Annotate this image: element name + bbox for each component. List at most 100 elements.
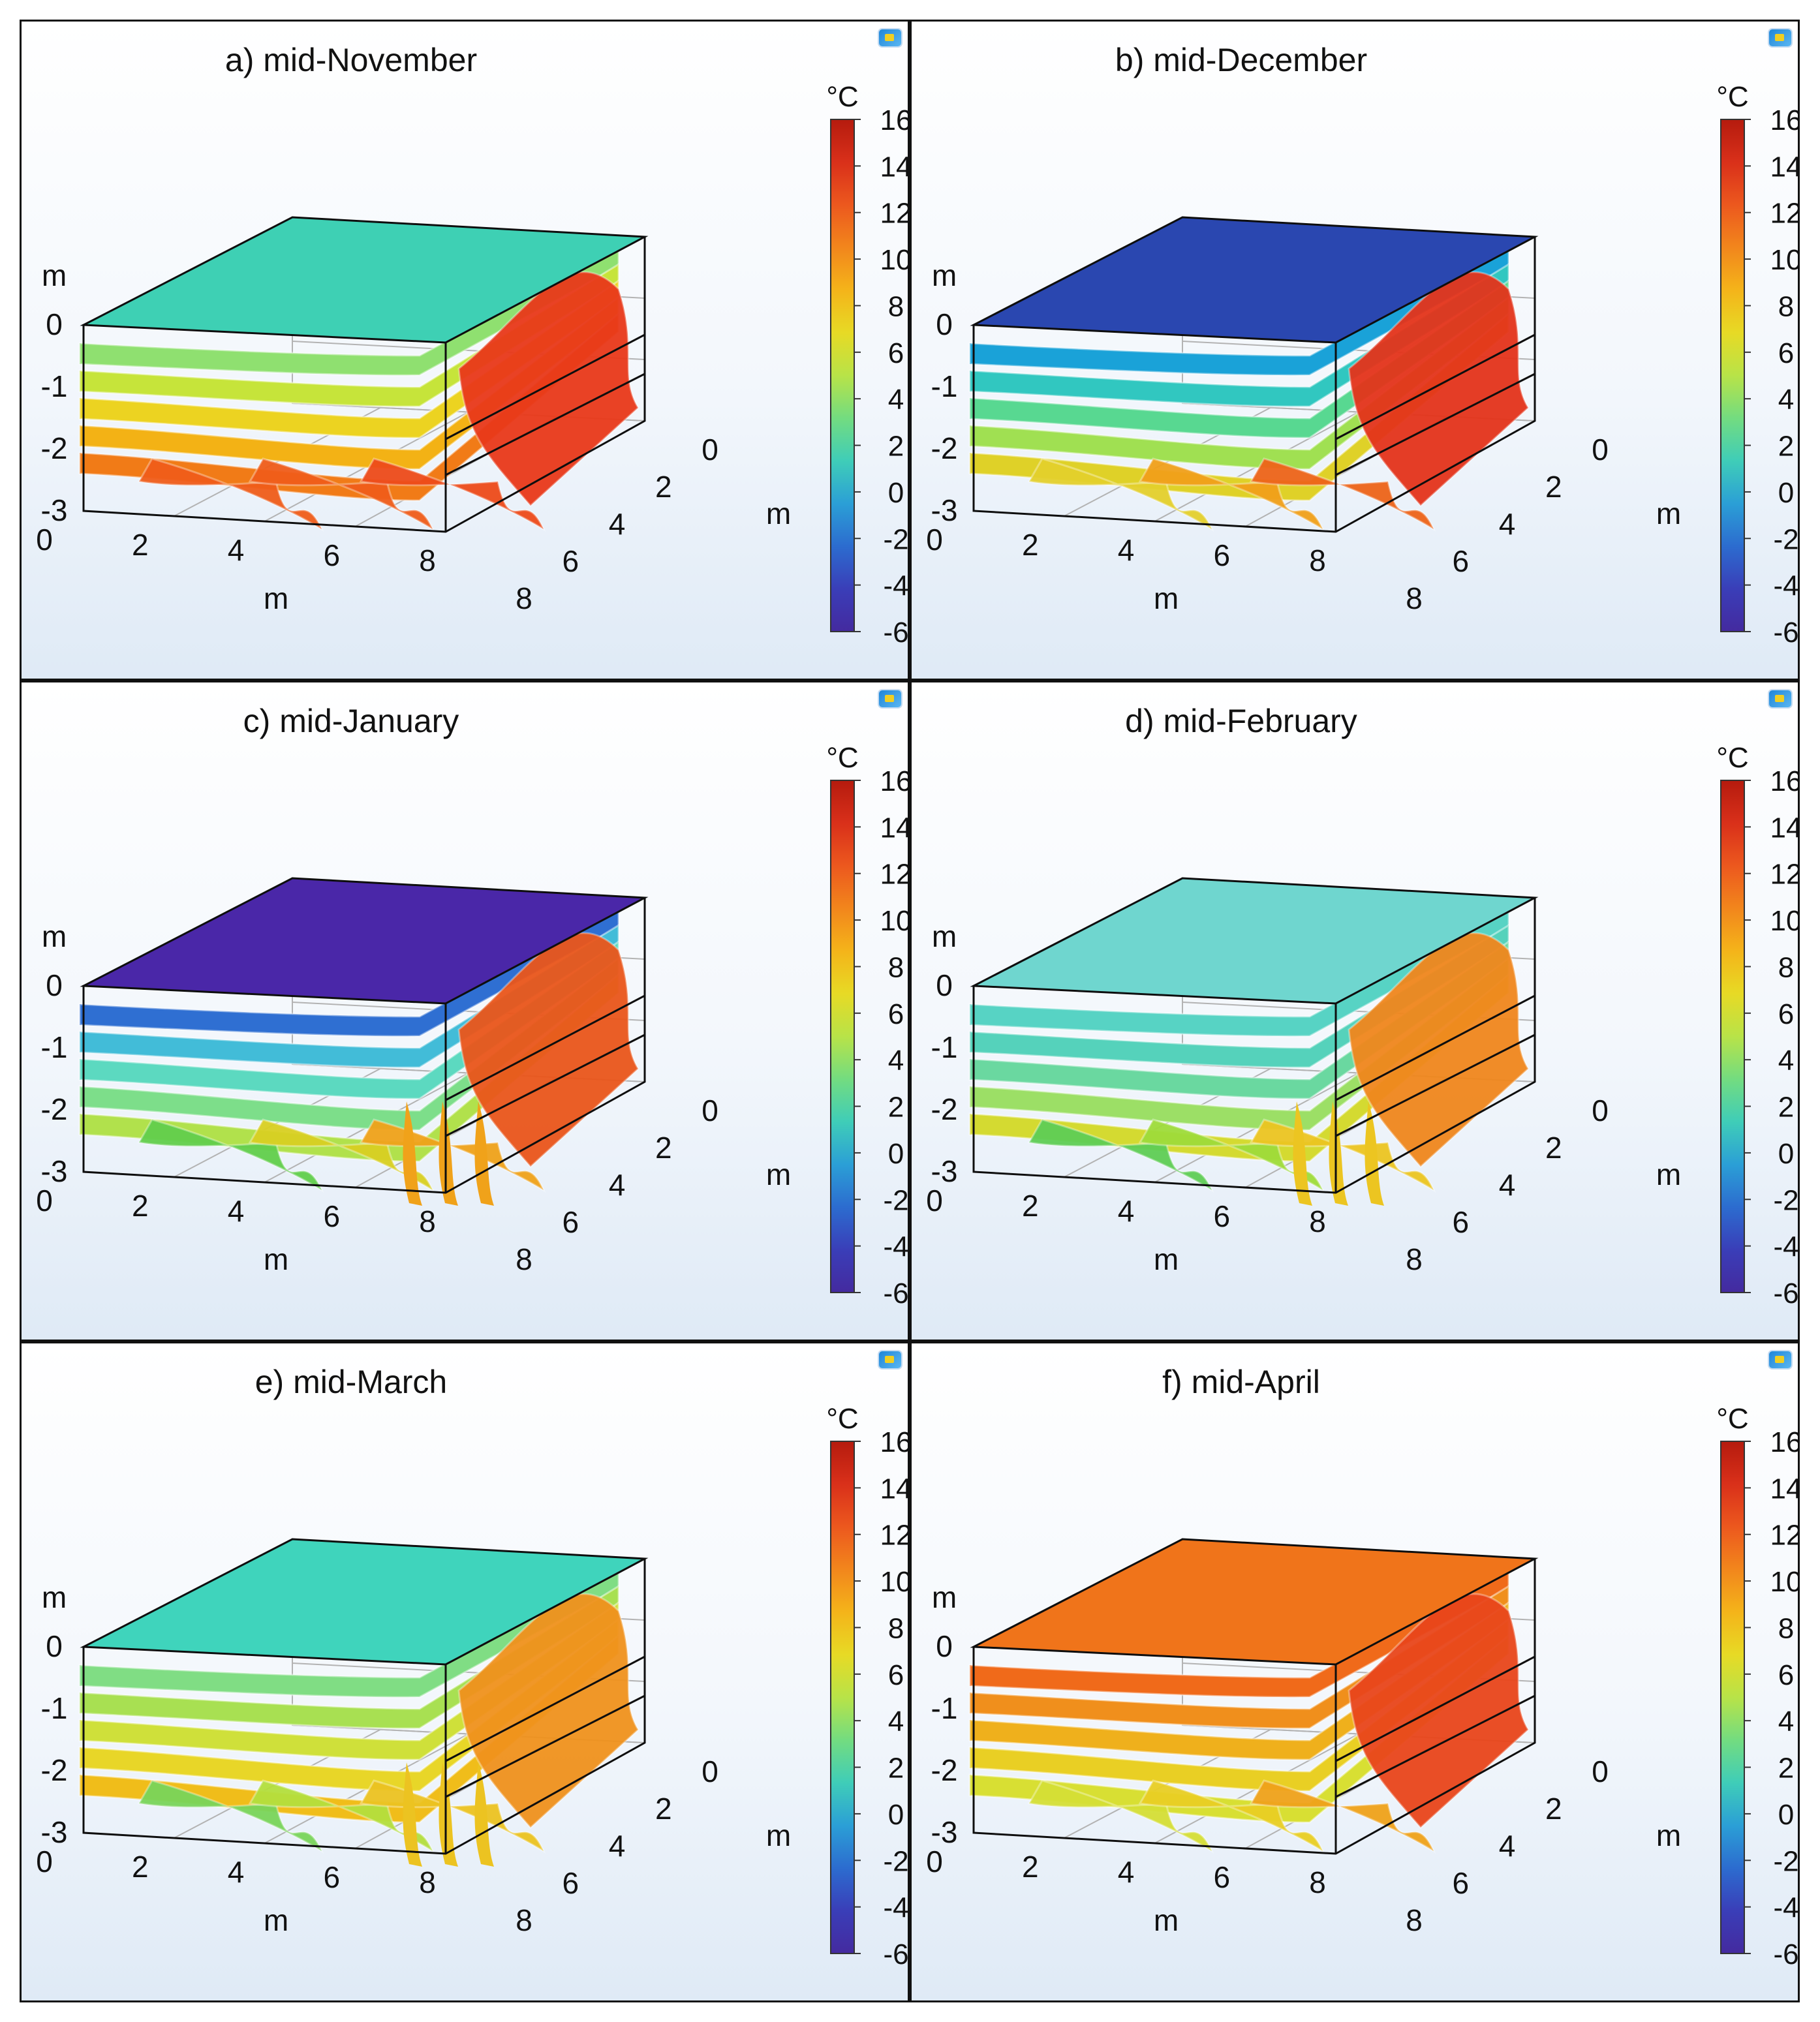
colorbar-tick-label: 16	[880, 765, 910, 797]
y-tick-label: 6	[562, 544, 579, 578]
colorbar-tick-label: 10	[1770, 905, 1800, 937]
colorbar-tick-label: 4	[888, 384, 904, 416]
colorbar: °C 16 14 12 10 8 6 4 2 0 -2 -4 -6	[1716, 81, 1800, 649]
colorbar-tick-label: 2	[1778, 1753, 1794, 1785]
colorbar-tick-label: 0	[888, 1799, 904, 1831]
colorbar-tick-label: -2	[1773, 523, 1798, 555]
z-tick-label: -2	[41, 431, 68, 465]
colorbar-tick-label: 16	[880, 104, 910, 136]
x-tick-label: 2	[132, 1189, 149, 1223]
y-tick-label: 2	[1545, 1131, 1562, 1165]
colorbar: °C 16 14 12 10 8 6 4 2 0 -2 -4 -6	[826, 1403, 910, 1970]
z-tick-label: -1	[41, 1030, 68, 1064]
colorbar-tick-label: -6	[883, 1938, 908, 1970]
colorbar-tick-label: 12	[880, 1520, 910, 1552]
colorbar-tick-label: 8	[1778, 951, 1794, 983]
isosurface-stub	[1293, 1101, 1312, 1206]
colorbar-tick-label: -4	[883, 570, 908, 602]
x-tick-label: 4	[228, 533, 245, 567]
colorbar-tick-label: 8	[888, 951, 904, 983]
colorbar-tick-label: 6	[888, 1659, 904, 1691]
colorbar-unit: °C	[1716, 81, 1748, 113]
colorbar-tick-label: -2	[1773, 1184, 1798, 1216]
isosurface-blob	[1348, 932, 1530, 1169]
isosurface-curtain	[359, 457, 546, 532]
panel-d: d) mid-February 0 -1 -2 -3 m 0 2 4 6 8 m 0 2 4 6 8 m °C 16 1…	[910, 681, 1800, 1341]
colorbar-tick-label: 16	[880, 1426, 910, 1458]
colorbar-tick-label: 10	[880, 244, 910, 276]
colorbar-tick-label: 12	[880, 859, 910, 891]
y-tick-label: 4	[609, 1168, 626, 1202]
panel-c: c) mid-January 0 -1 -2 -3 m 0 2 4 6 8 m 0 2 4 6 8 m °C 16 14…	[20, 681, 910, 1341]
isosurface-right	[1348, 271, 1530, 508]
colorbar-unit: °C	[826, 1403, 858, 1435]
y-tick-label: 8	[1406, 1903, 1423, 1937]
y-tick-label: 0	[702, 1754, 718, 1788]
colorbar-tick-label: 8	[888, 290, 904, 322]
software-logo-icon	[1769, 29, 1791, 46]
isosurface-plot: 0-1-2-3m0 2 4 6 8m02468m°C1614121086420-2-4-…	[36, 81, 910, 649]
colorbar-tick-label: -6	[883, 1278, 908, 1310]
panel-title: b) mid-December	[1115, 42, 1368, 78]
y-axis-label: m	[766, 1157, 791, 1191]
colorbar: °C 16 14 12 10 8 6 4 2 0 -2 -4 -6	[826, 81, 910, 649]
panel-title: f) mid-April	[1162, 1364, 1320, 1400]
colorbar-tick-label: 0	[888, 1138, 904, 1170]
colorbar-tick-label: 6	[888, 998, 904, 1030]
colorbar-tick-label: 16	[1770, 1426, 1800, 1458]
y-axis-label: m	[766, 1818, 791, 1852]
z-tick-label: -2	[931, 1092, 958, 1126]
isosurface-curtain	[1138, 457, 1325, 532]
x-tick-label: 0	[36, 1845, 53, 1878]
colorbar-tick-label: 10	[880, 905, 910, 937]
z-tick-label: -1	[931, 1030, 958, 1064]
colorbar-tick-label: 0	[1778, 1138, 1794, 1170]
panel-title: e) mid-March	[254, 1364, 448, 1400]
colorbar-unit: °C	[826, 81, 858, 113]
z-tick-label: -1	[41, 369, 68, 403]
z-tick-label: -3	[41, 493, 68, 527]
x-tick-label: 8	[1309, 1204, 1326, 1238]
colorbar-tick-label: -2	[883, 1184, 908, 1216]
x-tick-label: 0	[926, 523, 943, 557]
y-tick-label: 6	[1452, 1866, 1469, 1900]
colorbar-tick-label: 8	[1778, 1612, 1794, 1644]
colorbar-tick-label: 2	[1778, 1092, 1794, 1124]
colorbar-tick-label: 6	[888, 337, 904, 369]
colorbar-tick-label: 16	[1770, 104, 1800, 136]
isosurface-plot: 0-1-2-3m0 2 4 6 8m02468m°C1614121086420-2-4-…	[36, 742, 910, 1310]
z-tick-label: 0	[936, 307, 953, 341]
colorbar-tick-label: -4	[1773, 1231, 1798, 1263]
colorbar-scale	[1720, 1441, 1745, 1954]
y-tick-label: 8	[516, 1242, 532, 1276]
isosurface-curtain	[1027, 457, 1214, 532]
isosurface-stub	[403, 1762, 422, 1867]
y-tick-label: 2	[1545, 470, 1562, 504]
colorbar-tick-label: -6	[1773, 617, 1798, 649]
isosurface-curtain	[137, 1779, 324, 1854]
colorbar-tick-label: 10	[880, 1566, 910, 1598]
colorbar-scale	[1720, 780, 1745, 1293]
colorbar-tick-label: 2	[888, 1753, 904, 1785]
figure-grid: a) mid-November 0 -1 -2 -3 m 0 2 4 6 8 m 0 2 4 6 8 m °C 16 1…	[20, 20, 1800, 2002]
isosurface-blob	[1348, 1593, 1530, 1830]
z-tick-label: -3	[931, 1815, 958, 1849]
colorbar-tick-label: -4	[883, 1231, 908, 1263]
colorbar-scale	[830, 119, 855, 632]
box-edges	[82, 898, 646, 1194]
panel-title: d) mid-February	[1125, 703, 1357, 739]
isosurface-blob	[1348, 271, 1530, 508]
panel-b: b) mid-December 0 -1 -2 -3 m 0 2 4 6 8 m 0 2 4 6 8 m °C 16 1…	[910, 20, 1800, 681]
x-axis-label: m	[264, 1242, 288, 1276]
colorbar-tick-label: 12	[1770, 198, 1800, 230]
colorbar-tick-label: 6	[1778, 1659, 1794, 1691]
isosurface-curtain	[137, 1118, 324, 1193]
x-axis-label: m	[1154, 581, 1179, 615]
x-tick-label: 8	[419, 1204, 436, 1238]
y-tick-label: 0	[702, 433, 718, 467]
software-logo-icon	[1769, 690, 1791, 707]
isosurface-stub	[474, 1762, 494, 1867]
